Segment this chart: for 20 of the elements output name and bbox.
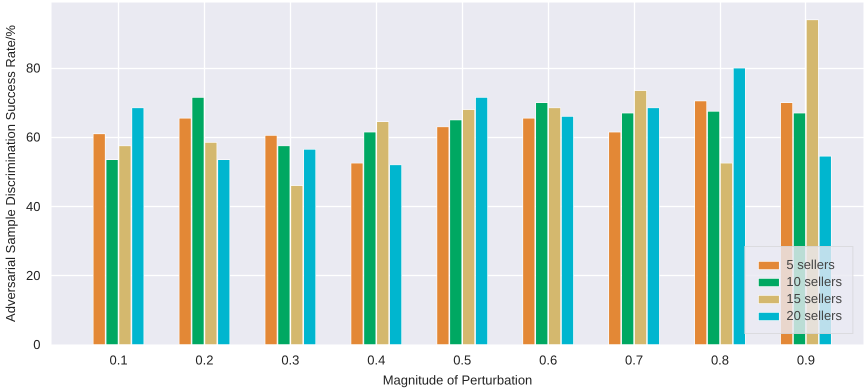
x-tick-label: 0.8: [710, 352, 730, 368]
x-axis-title: Magnitude of Perturbation: [382, 372, 532, 388]
x-tick-label: 0.6: [539, 352, 558, 368]
x-tick-label: 0.2: [195, 352, 214, 368]
legend-label: 5 sellers: [786, 257, 835, 272]
y-axis-title: Adversarial Sample Discrimination Success Rate/%: [3, 24, 18, 322]
x-tick-label: 0.3: [281, 352, 300, 368]
legend-label: 20 sellers: [786, 308, 842, 323]
legend-label: 15 sellers: [786, 291, 842, 306]
x-tick-label: 0.9: [796, 352, 815, 368]
x-tick-label: 0.5: [453, 352, 472, 368]
x-tick-label: 0.1: [109, 352, 128, 368]
x-tick-label: 0.4: [367, 352, 386, 368]
y-tick-label: 80: [26, 60, 41, 76]
y-tick-label: 60: [26, 130, 41, 145]
y-tick-label: 20: [26, 268, 41, 283]
x-tick-label: 0.7: [625, 352, 644, 368]
y-tick-label: 0: [33, 337, 41, 352]
legend-label: 10 sellers: [786, 274, 842, 289]
y-tick-label: 40: [26, 198, 41, 214]
